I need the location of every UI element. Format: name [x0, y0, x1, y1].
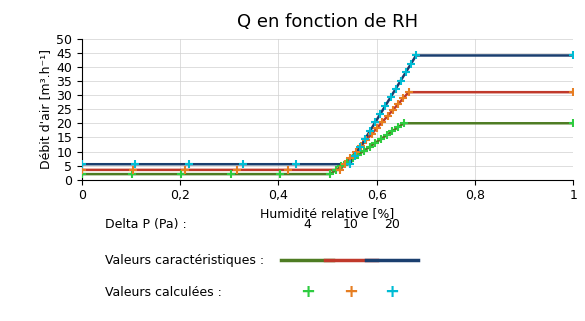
- Text: +: +: [300, 283, 315, 301]
- Title: Q en fonction de RH: Q en fonction de RH: [237, 13, 418, 31]
- Text: +: +: [343, 283, 359, 301]
- Y-axis label: Débit d'air [m³.h⁻¹]: Débit d'air [m³.h⁻¹]: [39, 49, 52, 169]
- Text: 10: 10: [343, 218, 359, 231]
- Text: +: +: [384, 283, 400, 301]
- Text: Valeurs caractéristiques :: Valeurs caractéristiques :: [105, 254, 264, 266]
- Text: 20: 20: [384, 218, 400, 231]
- Text: Delta P (Pa) :: Delta P (Pa) :: [105, 218, 187, 231]
- Text: 4: 4: [303, 218, 311, 231]
- Text: Valeurs calculées :: Valeurs calculées :: [105, 286, 222, 299]
- X-axis label: Humidité relative [%]: Humidité relative [%]: [260, 207, 395, 220]
